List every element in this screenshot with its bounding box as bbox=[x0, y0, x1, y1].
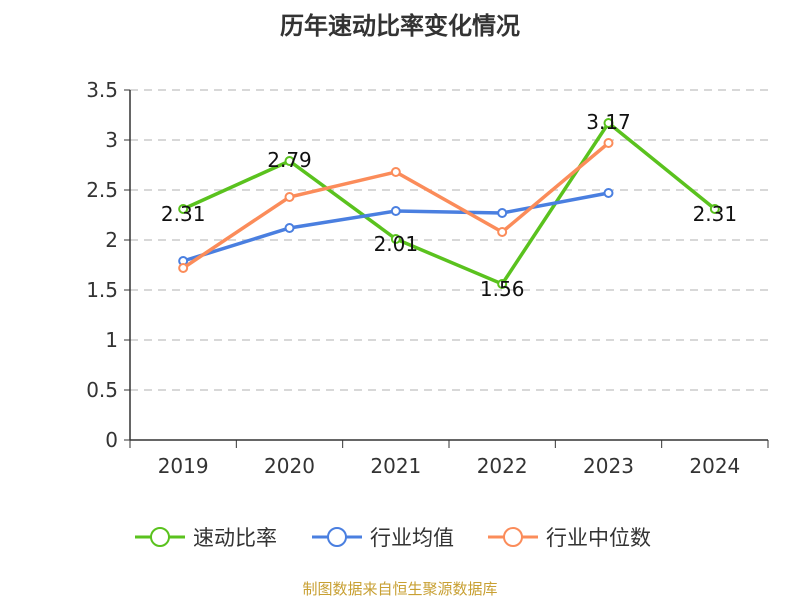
y-tick-label: 1 bbox=[105, 328, 118, 352]
x-tick-label: 2019 bbox=[158, 454, 209, 478]
data-point bbox=[284, 192, 295, 202]
legend-marker bbox=[503, 527, 523, 547]
data-point bbox=[284, 156, 295, 166]
legend-marker bbox=[327, 527, 347, 547]
data-point bbox=[497, 279, 508, 289]
source-note: 制图数据来自恒生聚源数据库 bbox=[302, 580, 498, 598]
legend-label: 行业均值 bbox=[370, 526, 454, 550]
data-label: 2.01 bbox=[374, 232, 419, 256]
data-point bbox=[390, 167, 401, 177]
y-tick-label: 3 bbox=[105, 128, 118, 152]
data-point bbox=[603, 118, 614, 128]
x-tick-label: 2022 bbox=[477, 454, 528, 478]
y-tick-label: 3.5 bbox=[86, 78, 118, 102]
data-point bbox=[709, 204, 720, 214]
y-tick-label: 2.5 bbox=[86, 178, 118, 202]
data-point bbox=[497, 208, 508, 218]
data-point bbox=[603, 138, 614, 148]
data-point bbox=[284, 223, 295, 233]
data-label: 2.79 bbox=[267, 148, 312, 172]
data-point bbox=[390, 234, 401, 244]
y-tick-label: 0.5 bbox=[86, 378, 118, 402]
legend-marker bbox=[150, 527, 170, 547]
legend-label: 行业中位数 bbox=[546, 526, 651, 550]
legend-label: 速动比率 bbox=[193, 526, 277, 550]
data-point bbox=[497, 227, 508, 237]
x-tick-label: 2024 bbox=[689, 454, 740, 478]
x-tick-label: 2023 bbox=[583, 454, 634, 478]
data-label: 3.17 bbox=[586, 110, 631, 134]
series-line-0 bbox=[182, 120, 716, 287]
data-point bbox=[603, 188, 614, 198]
y-tick-label: 1.5 bbox=[86, 278, 118, 302]
y-tick-label: 2 bbox=[105, 228, 118, 252]
data-point bbox=[178, 263, 189, 273]
chart-title: 历年速动比率变化情况 bbox=[280, 12, 520, 40]
data-point bbox=[178, 204, 189, 214]
data-label: 2.31 bbox=[161, 202, 206, 226]
data-label: 1.56 bbox=[480, 277, 525, 301]
data-label: 2.31 bbox=[693, 202, 738, 226]
x-tick-label: 2021 bbox=[370, 454, 421, 478]
x-tick-label: 2020 bbox=[264, 454, 315, 478]
y-tick-label: 0 bbox=[105, 428, 118, 452]
data-point bbox=[390, 206, 401, 216]
